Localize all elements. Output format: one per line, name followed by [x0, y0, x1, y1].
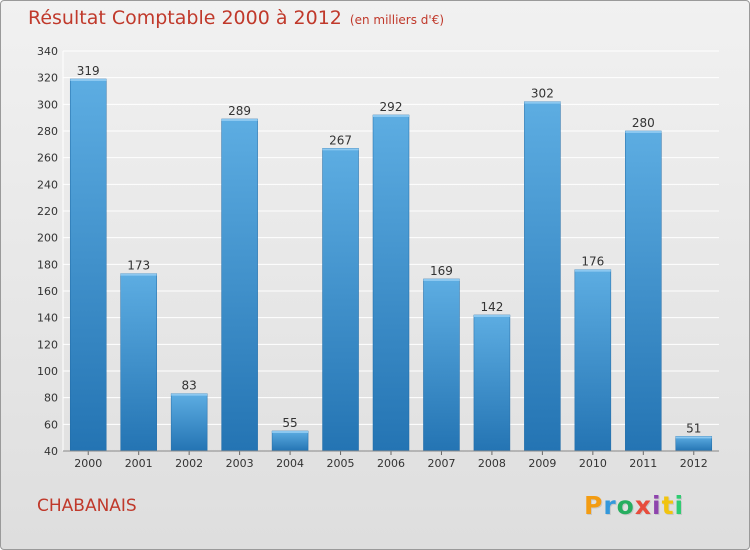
logo-letter: t	[661, 491, 675, 520]
y-tick-label: 60	[44, 418, 58, 431]
x-tick-label: 2010	[579, 457, 607, 470]
data-label: 292	[380, 100, 403, 114]
title-text: Résultat Comptable 2000 à 2012	[28, 7, 342, 29]
y-tick-label: 40	[44, 445, 58, 458]
commune-name: CHABANAIS	[37, 496, 137, 516]
bar-2009	[524, 101, 561, 452]
x-tick-label: 2004	[276, 457, 304, 470]
x-tick-label: 2005	[327, 457, 355, 470]
y-tick-label: 300	[37, 98, 58, 111]
y-tick-label: 320	[37, 72, 58, 85]
logo-letter: i	[674, 491, 685, 520]
y-tick-label: 80	[44, 392, 58, 405]
bar-highlight	[423, 279, 460, 281]
x-tick-label: 2007	[427, 457, 455, 470]
chart-title: Résultat Comptable 2000 à 2012 (en millie…	[28, 7, 444, 29]
bar-2006	[372, 114, 410, 452]
data-label: 169	[430, 264, 453, 278]
x-tick-label: 2011	[629, 457, 657, 470]
data-label: 83	[182, 379, 197, 393]
data-label: 55	[282, 416, 297, 430]
y-tick-label: 220	[37, 205, 58, 218]
bar-highlight	[675, 436, 712, 439]
bar-2007	[423, 278, 460, 452]
y-tick-label: 140	[37, 312, 58, 325]
bar-2010	[574, 269, 612, 452]
x-tick-label: 2003	[226, 457, 254, 470]
bar-2003	[221, 118, 258, 452]
bar-highlight	[221, 119, 258, 121]
bar-highlight	[120, 273, 157, 276]
bar-2002	[170, 393, 208, 452]
bar-2000	[69, 78, 107, 452]
bars	[69, 78, 713, 452]
data-label: 51	[686, 421, 701, 435]
bar-highlight	[70, 79, 107, 81]
logo-letter: i	[652, 491, 662, 520]
logo-letter: r	[603, 491, 617, 520]
data-label: 176	[581, 255, 604, 269]
bar-highlight	[574, 269, 611, 272]
x-tick-label: 2009	[528, 457, 556, 470]
data-label: 319	[77, 64, 100, 78]
bar-2005	[322, 148, 359, 452]
bar-2008	[473, 314, 511, 452]
data-label: 142	[480, 300, 503, 314]
proxiti-logo: Proxiti	[584, 491, 684, 520]
data-label: 267	[329, 133, 352, 147]
data-label: 289	[228, 104, 251, 118]
y-axis: 40 60 80 100 120 140 160 180 200 220 240 260 280 300 3…	[37, 45, 64, 458]
data-label: 302	[531, 87, 554, 101]
x-tick-label: 2000	[74, 457, 102, 470]
bar-2011	[625, 130, 662, 452]
bar-highlight	[373, 115, 409, 117]
x-tick-label: 2006	[377, 457, 405, 470]
y-tick-label: 260	[37, 152, 58, 165]
logo-letter: P	[584, 491, 604, 520]
x-tick-label: 2012	[680, 457, 708, 470]
data-labels: 319 173 83 289 55 267 292 169 142 302 176 280 51	[77, 64, 702, 435]
bar-highlight	[322, 148, 359, 151]
logo-letter: o	[616, 491, 635, 520]
bar-highlight	[171, 393, 208, 396]
y-tick-label: 200	[37, 232, 58, 245]
bar-highlight	[524, 101, 561, 104]
y-tick-label: 100	[37, 365, 58, 378]
bar-2004	[271, 430, 309, 452]
y-tick-label: 340	[37, 45, 58, 58]
bar-highlight	[625, 131, 662, 133]
y-tick-label: 160	[37, 285, 58, 298]
y-tick-label: 180	[37, 258, 58, 271]
x-tick-label: 2008	[478, 457, 506, 470]
data-label: 280	[632, 116, 655, 130]
bar-highlight	[473, 315, 510, 317]
y-tick-label: 240	[37, 178, 58, 191]
x-tick-label: 2001	[125, 457, 153, 470]
y-tick-label: 280	[37, 125, 58, 138]
y-tick-label: 120	[37, 338, 58, 351]
bar-2001	[120, 273, 157, 452]
x-axis: 2000 2001 2002 2003 2004 2005 2006 2007 2008 2009…	[63, 450, 719, 470]
x-tick-label: 2002	[175, 457, 203, 470]
title-unit: (en milliers d'€)	[349, 13, 445, 27]
data-label: 173	[127, 259, 150, 273]
logo-letter: x	[634, 491, 652, 520]
bar-2012	[675, 436, 713, 452]
bar-highlight	[272, 431, 309, 433]
